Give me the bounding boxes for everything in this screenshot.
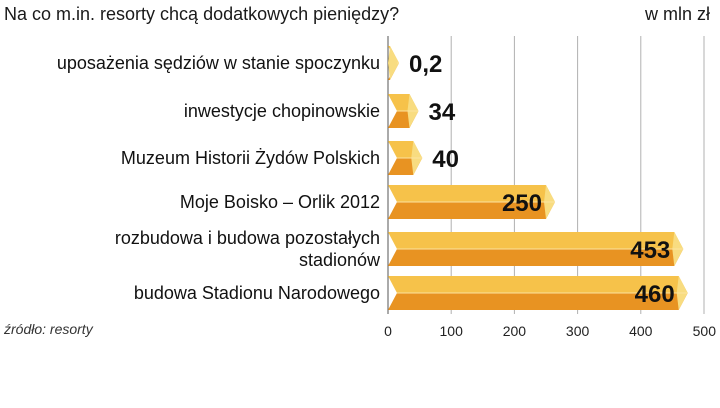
unit-label: w mln zł	[644, 4, 710, 24]
category-label: stadionów	[299, 250, 381, 270]
x-tick-label: 0	[384, 323, 392, 339]
category-label: budowa Stadionu Narodowego	[134, 283, 380, 303]
source-note: źródło: resorty	[4, 321, 93, 337]
x-tick-label: 400	[629, 323, 653, 339]
bar	[388, 185, 555, 219]
bar	[388, 46, 399, 80]
bar	[388, 94, 419, 128]
category-label: rozbudowa i budowa pozostałych	[115, 228, 380, 248]
bar	[388, 276, 688, 310]
bar	[388, 232, 684, 266]
x-tick-label: 500	[693, 323, 717, 339]
category-label: uposażenia sędziów w stanie spoczynku	[57, 53, 380, 73]
category-label: inwestycje chopinowskie	[184, 101, 380, 121]
value-label: 34	[428, 99, 455, 126]
x-tick-label: 300	[566, 323, 590, 339]
x-tick-label: 200	[503, 323, 527, 339]
chart-title: Na co m.in. resorty chcą dodatkowych pie…	[4, 4, 400, 24]
bar	[388, 141, 423, 175]
value-label: 460	[635, 281, 675, 308]
value-label: 453	[630, 237, 670, 264]
x-tick-label: 100	[440, 323, 464, 339]
value-label: 250	[502, 190, 542, 217]
category-label: Moje Boisko – Orlik 2012	[180, 192, 380, 212]
value-label: 40	[432, 146, 459, 173]
category-label: Muzeum Historii Żydów Polskich	[121, 148, 380, 168]
value-label: 0,2	[409, 51, 442, 78]
